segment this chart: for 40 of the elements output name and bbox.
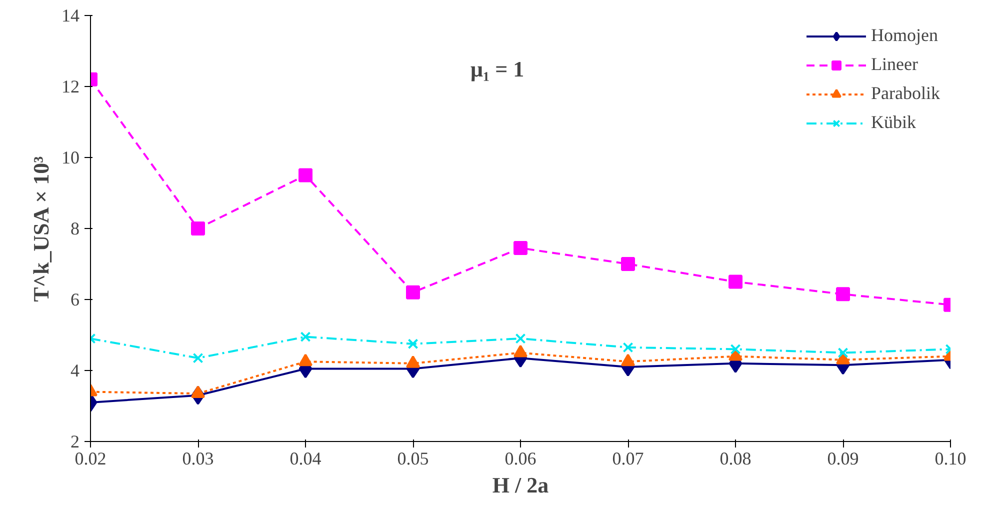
point bbox=[621, 257, 635, 271]
x-tick-label: 0.07 bbox=[612, 448, 644, 468]
point bbox=[408, 338, 418, 350]
y-tick-label: 10 bbox=[62, 148, 80, 168]
point bbox=[298, 354, 312, 366]
point bbox=[192, 352, 204, 364]
y-tick-label: 6 bbox=[70, 290, 80, 310]
point bbox=[406, 285, 420, 300]
x-axis-title: H / 2a bbox=[492, 472, 549, 498]
annotation: μ₁ = 1 bbox=[470, 56, 524, 82]
y-tick-label: 2 bbox=[70, 432, 80, 452]
legend-label: Homojen bbox=[871, 25, 938, 46]
point bbox=[514, 241, 528, 256]
legend-label: Lineer bbox=[871, 54, 918, 75]
point bbox=[300, 332, 311, 342]
x-tick-label: 0.08 bbox=[720, 448, 752, 468]
x-tick-label: 0.10 bbox=[934, 448, 966, 468]
point bbox=[622, 342, 634, 353]
y-tick-label: 4 bbox=[70, 360, 80, 380]
point bbox=[836, 287, 850, 302]
point bbox=[730, 344, 741, 354]
point bbox=[838, 348, 848, 358]
point bbox=[191, 386, 205, 398]
x-tick-label: 0.04 bbox=[290, 448, 322, 468]
point bbox=[191, 222, 205, 236]
x-tick-label: 0.02 bbox=[74, 448, 106, 468]
point bbox=[728, 274, 742, 289]
legend-label: Parabolik bbox=[871, 83, 940, 104]
y-tick-label: 14 bbox=[62, 6, 80, 26]
point bbox=[515, 333, 526, 344]
y-tick-label: 8 bbox=[70, 218, 80, 238]
x-tick-label: 0.05 bbox=[397, 448, 429, 468]
x-tick-label: 0.03 bbox=[182, 448, 214, 468]
point bbox=[298, 168, 312, 182]
y-tick-label: 12 bbox=[62, 76, 80, 96]
x-tick-label: 0.09 bbox=[827, 448, 859, 468]
point bbox=[621, 354, 635, 366]
y-axis-title: T^k_USA × 10³ bbox=[28, 156, 54, 302]
legend-label: Kübik bbox=[871, 112, 916, 133]
x-tick-label: 0.06 bbox=[504, 448, 536, 468]
